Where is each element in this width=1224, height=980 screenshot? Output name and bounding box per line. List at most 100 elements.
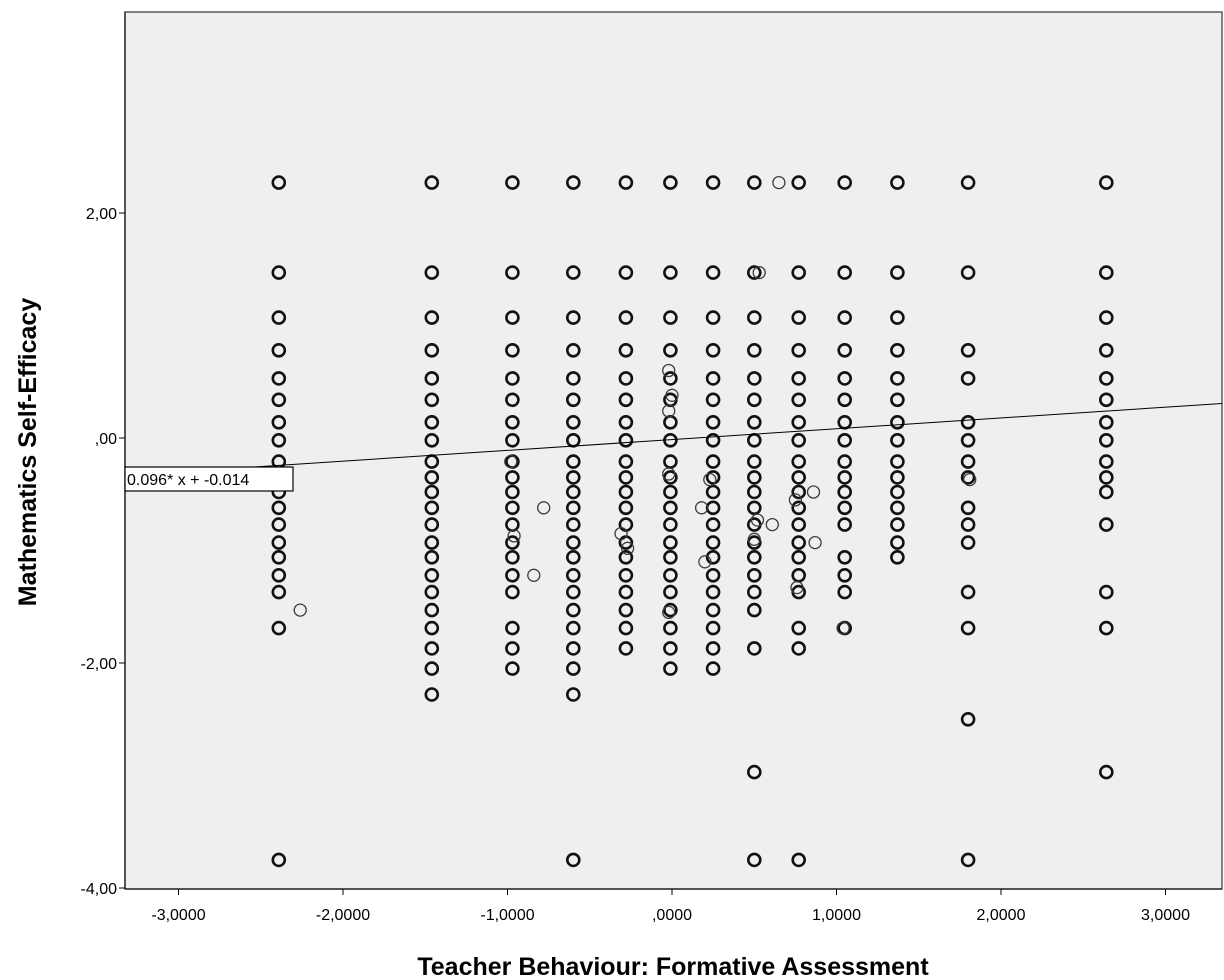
- data-point: [424, 470, 440, 485]
- data-point: [746, 454, 762, 469]
- data-point: [765, 517, 779, 532]
- data-point: [618, 484, 634, 500]
- data-point: [703, 472, 717, 487]
- data-point: [565, 371, 581, 386]
- data-point: [504, 454, 518, 469]
- y-tick-label: -4,00: [81, 881, 118, 898]
- data-point: [424, 584, 440, 600]
- data-point: [960, 342, 976, 358]
- data-point: [1099, 454, 1114, 469]
- data-point: [960, 414, 976, 430]
- data-point: [963, 472, 977, 487]
- data-point: [705, 641, 721, 656]
- data-point: [746, 549, 762, 565]
- x-tick-label: 1,0000: [812, 907, 861, 924]
- data-point: [565, 584, 581, 600]
- data-point: [424, 484, 440, 500]
- data-point: [806, 485, 821, 499]
- data-point: [565, 342, 581, 358]
- data-point: [705, 517, 721, 532]
- data-point: [618, 414, 634, 430]
- data-point: [618, 500, 634, 516]
- data-point: [837, 175, 853, 190]
- data-point: [791, 500, 807, 516]
- x-axis-ticks: -3,0000 -2,0000 -1,0000 ,0000 1,0000 2,0000 3,…: [151, 889, 1190, 924]
- data-point: [790, 580, 804, 595]
- data-point: [505, 265, 520, 280]
- data-point: [705, 310, 721, 325]
- data-point: [424, 175, 440, 190]
- data-point: [618, 454, 634, 469]
- data-point: [791, 371, 807, 386]
- data-point: [1099, 432, 1114, 448]
- data-point: [662, 605, 676, 620]
- data-point: [271, 265, 287, 280]
- data-point: [705, 567, 721, 583]
- data-point: [705, 454, 721, 469]
- data-point: [746, 602, 762, 618]
- data-point: [505, 371, 520, 386]
- data-point: [960, 584, 976, 600]
- data-point: [705, 549, 721, 565]
- data-point: [424, 414, 440, 430]
- data-point: [565, 641, 581, 656]
- data-point: [890, 392, 905, 408]
- fit-line-equation: 0.096* x + -0.014: [127, 472, 249, 489]
- data-point: [565, 265, 581, 280]
- data-point: [791, 265, 807, 280]
- data-point: [618, 620, 634, 636]
- data-point: [1099, 517, 1114, 532]
- data-point: [746, 484, 762, 500]
- data-point: [505, 342, 520, 358]
- data-point: [791, 414, 807, 430]
- data-point: [663, 584, 678, 600]
- data-point: [746, 470, 762, 485]
- data-point: [837, 470, 853, 485]
- data-point: [424, 342, 440, 358]
- data-point: [424, 310, 440, 325]
- x-tick-label: -3,0000: [151, 907, 205, 924]
- data-point: [271, 310, 287, 325]
- data-point: [960, 852, 976, 868]
- data-point: [663, 641, 678, 656]
- data-point: [618, 265, 634, 280]
- data-point: [271, 584, 287, 600]
- data-point: [565, 414, 581, 430]
- data-point: [705, 371, 721, 386]
- data-point: [705, 432, 721, 448]
- data-point: [837, 342, 853, 358]
- data-point: [618, 567, 634, 583]
- data-point: [663, 310, 678, 325]
- data-point: [424, 535, 440, 550]
- data-point: [890, 484, 905, 500]
- data-point: [505, 392, 520, 408]
- data-point: [750, 513, 765, 527]
- data-point: [565, 392, 581, 408]
- data-point: [505, 567, 520, 583]
- data-point: [746, 414, 762, 430]
- data-point: [618, 641, 634, 656]
- data-point: [505, 661, 520, 676]
- data-point: [271, 371, 287, 386]
- data-point: [662, 404, 676, 418]
- data-point: [705, 470, 721, 485]
- data-point: [791, 620, 807, 636]
- data-point: [791, 310, 807, 325]
- data-point: [618, 392, 634, 408]
- data-point: [746, 641, 762, 656]
- data-point: [837, 371, 853, 386]
- data-point: [705, 175, 721, 190]
- data-point: [791, 342, 807, 358]
- data-point: [890, 342, 905, 358]
- data-point: [960, 517, 976, 532]
- data-point: [618, 470, 634, 485]
- data-point: [746, 175, 762, 190]
- data-point: [663, 371, 678, 386]
- plot-area: [124, 11, 1223, 890]
- data-point: [960, 371, 976, 386]
- data-point: [705, 620, 721, 636]
- data-point: [505, 432, 520, 448]
- data-point: [746, 265, 762, 280]
- data-point: [505, 470, 520, 485]
- data-point: [746, 535, 762, 550]
